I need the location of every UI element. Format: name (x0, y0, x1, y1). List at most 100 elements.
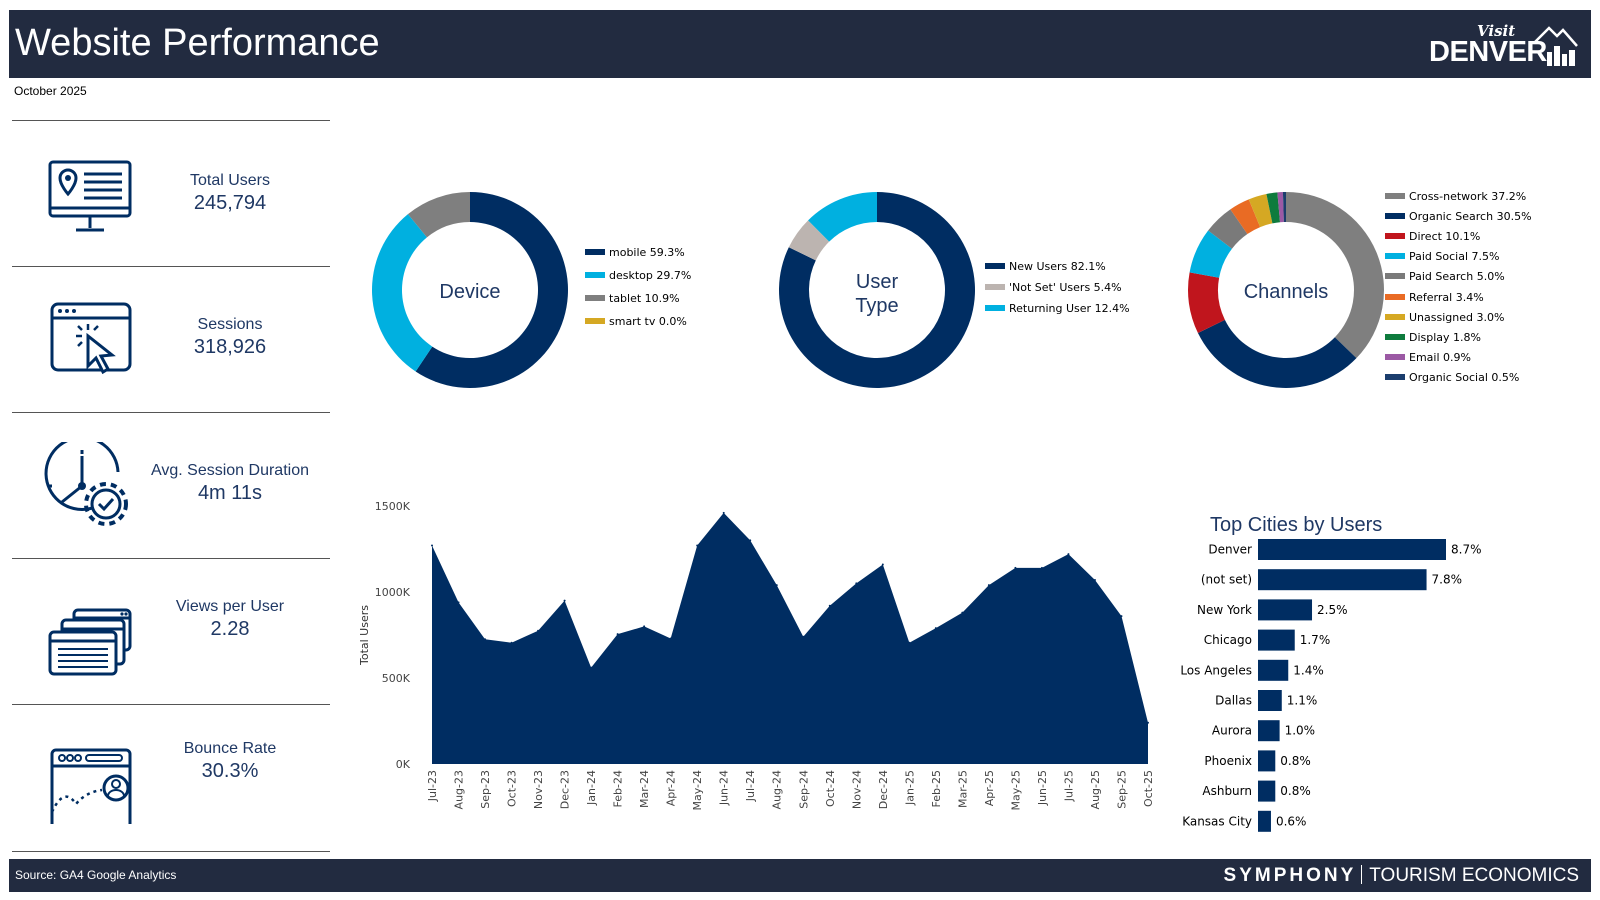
legend-item: desktop 29.7% (585, 269, 691, 282)
city-bar (1258, 690, 1282, 711)
legend-label: Organic Social 0.5% (1409, 370, 1520, 384)
legend-swatch (1385, 353, 1405, 360)
legend-item: smart tv 0.0% (585, 315, 687, 328)
total-users-area-chart: 1500K 1000K 500K 0K Total Users Jul-23 Aug-23 S… (358, 500, 1155, 811)
city-bar (1258, 599, 1313, 621)
city-bar (1258, 539, 1446, 560)
x-tick-label: Oct-25 (1142, 770, 1155, 807)
legend-swatch (1385, 293, 1405, 300)
x-tick-label: May-25 (1009, 770, 1022, 811)
kpi-sessions: Sessions 318,926 (12, 266, 330, 406)
brand-symphony: SYMPHONY (1223, 865, 1357, 886)
kpi-value: 245,794 (193, 192, 267, 214)
legend-item: mobile 59.3% (585, 246, 685, 259)
legend-swatch (585, 295, 605, 301)
report-date: October 2025 (14, 84, 87, 98)
x-tick-label: Aug-24 (771, 770, 784, 809)
legend-label: 'Not Set' Users 5.4% (1009, 281, 1122, 294)
y-tick-label: 1000K (375, 586, 411, 599)
header-bar: Website Performance Visit DENVER (9, 10, 1591, 78)
city-bar (1258, 629, 1295, 651)
y-tick-label: 500K (382, 672, 411, 685)
area-point (934, 627, 937, 630)
donut-slice-paid-social (1189, 230, 1232, 278)
logo-denver-text: DENVER (1429, 36, 1547, 68)
legend-label: Display 1.8% (1409, 330, 1481, 344)
area-point (484, 638, 487, 641)
city-label: Dallas (1215, 694, 1252, 708)
legend-label: Direct 10.1% (1409, 230, 1481, 244)
area-point (775, 584, 778, 587)
city-label: Ashburn (1202, 784, 1252, 798)
area-point (1120, 615, 1123, 618)
legend-item: Unassigned 3.0% (1385, 311, 1504, 324)
x-tick-label: Jun-24 (718, 770, 731, 806)
browser-click-icon (50, 302, 132, 375)
kpi-value: 4m 11s (197, 482, 263, 504)
city-label: (not set) (1201, 573, 1252, 587)
x-tick-label: Nov-24 (850, 770, 863, 809)
kpi-divider (12, 412, 330, 413)
stacked-windows-icon (48, 608, 132, 676)
city-bar (1258, 720, 1280, 742)
donut-center-label: Channels (1243, 281, 1329, 303)
city-value-label: 0.6% (1276, 814, 1307, 828)
donut-slice-email (1277, 192, 1284, 223)
area-point (643, 625, 646, 628)
kpi-avg-session-duration: Avg. Session Duration 4m 11s (12, 412, 330, 552)
kpi-label: Total Users (189, 172, 271, 189)
legend-item: tablet 10.9% (585, 292, 680, 305)
city-value-label: 0.8% (1280, 754, 1311, 768)
x-tick-label: Aug-23 (453, 770, 466, 809)
total-users-area (432, 512, 1148, 764)
legend-item: Paid Search 5.0% (1385, 270, 1505, 283)
top-cities-title: Top Cities by Users (1210, 514, 1383, 536)
x-tick-label: Dec-23 (559, 770, 572, 809)
area-point (537, 629, 540, 632)
legend-item: Organic Search 30.5% (1385, 210, 1532, 223)
kpi-divider (12, 120, 330, 121)
kpi-divider (12, 558, 330, 559)
legend-item: Cross-network 37.2% (1385, 190, 1526, 203)
legend-swatch (985, 284, 1005, 290)
legend-label: Email 0.9% (1409, 350, 1471, 364)
kpi-divider (12, 266, 330, 267)
mountain-skyline-icon (1534, 26, 1578, 66)
legend-swatch (1385, 253, 1405, 260)
area-point (510, 641, 513, 644)
logo-visit-text: Visit (1477, 22, 1516, 40)
city-label: Phoenix (1204, 754, 1252, 768)
x-tick-label: Jul-25 (1062, 770, 1075, 802)
legend-swatch (985, 305, 1005, 311)
donut-slice-returning-user (808, 192, 877, 242)
x-tick-label: May-24 (691, 770, 704, 811)
legend-item: Organic Social 0.5% (1385, 371, 1519, 384)
visit-denver-logo: Visit DENVER (1429, 22, 1579, 70)
donut-slice-paid-search (1208, 209, 1248, 249)
city-value-label: 8.7% (1451, 543, 1482, 557)
x-tick-label: Dec-24 (877, 770, 890, 809)
city-value-label: 2.5% (1317, 603, 1348, 617)
y-tick-label: 0K (396, 758, 411, 771)
city-label: New York (1197, 603, 1252, 617)
legend-label: Cross-network 37.2% (1409, 190, 1527, 203)
city-value-label: 0.8% (1280, 784, 1311, 798)
donut-slice-tablet (407, 192, 470, 238)
area-point (1014, 566, 1017, 569)
kpi-label: Bounce Rate (183, 740, 277, 757)
donut-slice-direct (1188, 272, 1225, 334)
clock-gear-icon (44, 442, 128, 526)
footer-bar: Source: GA4 Google Analytics SYMPHONY TOU… (9, 859, 1591, 892)
legend-swatch (1385, 273, 1405, 280)
city-value-label: 1.0% (1285, 724, 1316, 738)
legend-swatch (1385, 233, 1405, 240)
legend-swatch (1385, 193, 1405, 199)
kpi-views-per-user: Views per User 2.28 (12, 558, 330, 698)
top-cities-bar-chart: Denver 8.7% (not set) 7.8% New York 2.5% Chica… (1180, 539, 1482, 832)
legend-swatch (985, 263, 1005, 269)
donut-slice--not-set-users (788, 220, 830, 261)
x-tick-label: Sep-24 (797, 770, 810, 809)
legend-label: desktop 29.7% (609, 269, 692, 282)
area-point (1093, 578, 1096, 581)
kpi-divider (12, 851, 330, 852)
